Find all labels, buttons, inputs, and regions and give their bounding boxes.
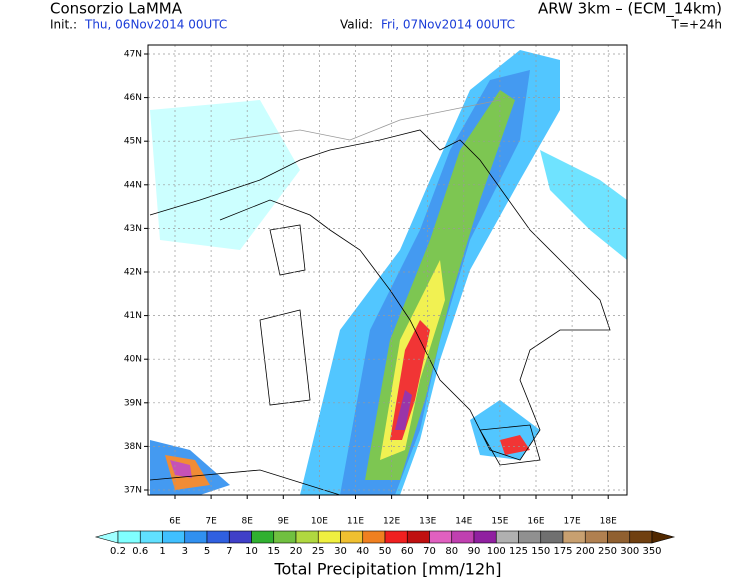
colorbar-box xyxy=(584,530,608,544)
colorbar-box xyxy=(495,530,519,544)
precip-area xyxy=(170,460,192,478)
lon-label: 16E xyxy=(527,517,544,527)
colorbar-label: 175 xyxy=(553,546,572,557)
precip-area xyxy=(540,150,627,260)
colorbar-label: 5 xyxy=(204,546,210,557)
lat-label: 46N xyxy=(124,93,142,103)
lat-label: 38N xyxy=(124,442,142,452)
colorbar-box xyxy=(162,530,186,544)
coastline xyxy=(149,224,541,496)
title: Consorzio LaMMA xyxy=(50,0,183,18)
precipitation-field xyxy=(150,50,627,495)
map: 47N 46N 45N 44N 43N 42N 41N 40N 39N 38N 37N 6E 7E 8E 9… xyxy=(124,44,628,527)
precip-area xyxy=(150,100,300,250)
colorbar-box xyxy=(629,530,653,544)
colorbar-box xyxy=(473,530,497,544)
colorbar-label: 80 xyxy=(445,546,458,557)
lat-label: 44N xyxy=(124,180,142,190)
colorbar-label: 200 xyxy=(576,546,595,557)
colorbar-label: 3 xyxy=(182,546,188,557)
colorbar-over xyxy=(651,530,676,544)
colorbar-box xyxy=(184,530,208,544)
lon-label: 9E xyxy=(278,517,290,527)
colorbar-box xyxy=(251,530,275,544)
colorbar-label: 70 xyxy=(423,546,436,557)
colorbar-box xyxy=(518,530,542,544)
colorbar-label: 150 xyxy=(531,546,550,557)
lat-label: 41N xyxy=(124,311,142,321)
colorbar-label: 25 xyxy=(312,546,325,557)
colorbar-label: 0.6 xyxy=(132,546,148,557)
lat-label: 45N xyxy=(124,137,142,147)
graticule: 47N 46N 45N 44N 43N 42N 41N 40N 39N 38N 37N 6E 7E 8E 9… xyxy=(124,45,627,527)
colorbar-label: 10 xyxy=(245,546,258,557)
colorbar-box xyxy=(451,530,475,544)
lat-label: 39N xyxy=(124,398,142,408)
colorbar-label: 15 xyxy=(267,546,280,557)
colorbar-label: 300 xyxy=(620,546,639,557)
lon-label: 10E xyxy=(311,517,328,527)
init-value: Thu, 06Nov2014 00UTC xyxy=(84,18,227,32)
colorbar-label: 40 xyxy=(356,546,369,557)
lat-label: 43N xyxy=(124,224,142,234)
map-border xyxy=(147,44,628,496)
lon-label: 12E xyxy=(383,517,400,527)
border xyxy=(229,99,501,141)
colorbar-label: 125 xyxy=(509,546,528,557)
colorbar-box xyxy=(362,530,386,544)
colorbar-box xyxy=(406,530,430,544)
lon-label: 15E xyxy=(491,517,508,527)
lon-label: 11E xyxy=(347,517,364,527)
colorbar-label: 30 xyxy=(334,546,347,557)
colorbar-box xyxy=(206,530,230,544)
colorbar-box xyxy=(540,530,564,544)
lat-label: 47N xyxy=(124,50,142,60)
colorbar-box xyxy=(562,530,586,544)
colorbar-caption: Total Precipitation [mm/12h] xyxy=(273,560,501,579)
lat-label: 40N xyxy=(124,355,142,365)
lon-label: 18E xyxy=(600,517,617,527)
init-label: Init.: xyxy=(50,18,77,32)
valid-value: Fri, 07Nov2014 00UTC xyxy=(381,18,515,32)
colorbar: 0.2 0.6 1 3 5 7 10 15 20 25 30 40 50 60 70 80 90 100 125 15… xyxy=(94,530,676,557)
colorbar-box xyxy=(117,530,141,544)
model: ARW 3km – (ECM_14km) xyxy=(538,0,722,19)
colorbar-label: 1 xyxy=(159,546,165,557)
colorbar-label: 90 xyxy=(468,546,481,557)
colorbar-label: 250 xyxy=(598,546,617,557)
colorbar-box xyxy=(228,530,252,544)
colorbar-box xyxy=(317,530,341,544)
lon-label: 17E xyxy=(564,517,581,527)
lon-label: 7E xyxy=(205,517,217,527)
precip-area xyxy=(500,435,530,455)
colorbar-box xyxy=(295,530,319,544)
colorbar-box xyxy=(384,530,408,544)
colorbar-box xyxy=(429,530,453,544)
colorbar-label: 50 xyxy=(379,546,392,557)
lon-label: 6E xyxy=(169,517,181,527)
valid-label: Valid: xyxy=(340,18,373,32)
lat-label: 37N xyxy=(124,486,142,496)
colorbar-label: 7 xyxy=(226,546,232,557)
colorbar-label: 0.2 xyxy=(110,546,126,557)
lon-label: 13E xyxy=(419,517,436,527)
lon-label: 14E xyxy=(455,517,472,527)
colorbar-label: 350 xyxy=(642,546,661,557)
lat-label: 42N xyxy=(124,268,142,278)
lon-label: 8E xyxy=(241,517,253,527)
colorbar-box xyxy=(139,530,163,544)
colorbar-label: 100 xyxy=(487,546,506,557)
lead-time: T=+24h xyxy=(671,18,722,32)
coastline xyxy=(149,129,611,461)
colorbar-label: 20 xyxy=(290,546,303,557)
colorbar-under xyxy=(94,530,119,544)
precip-area xyxy=(395,390,412,430)
colorbar-box xyxy=(340,530,364,544)
colorbar-label: 60 xyxy=(401,546,414,557)
colorbar-box xyxy=(273,530,297,544)
colorbar-box xyxy=(607,530,631,544)
